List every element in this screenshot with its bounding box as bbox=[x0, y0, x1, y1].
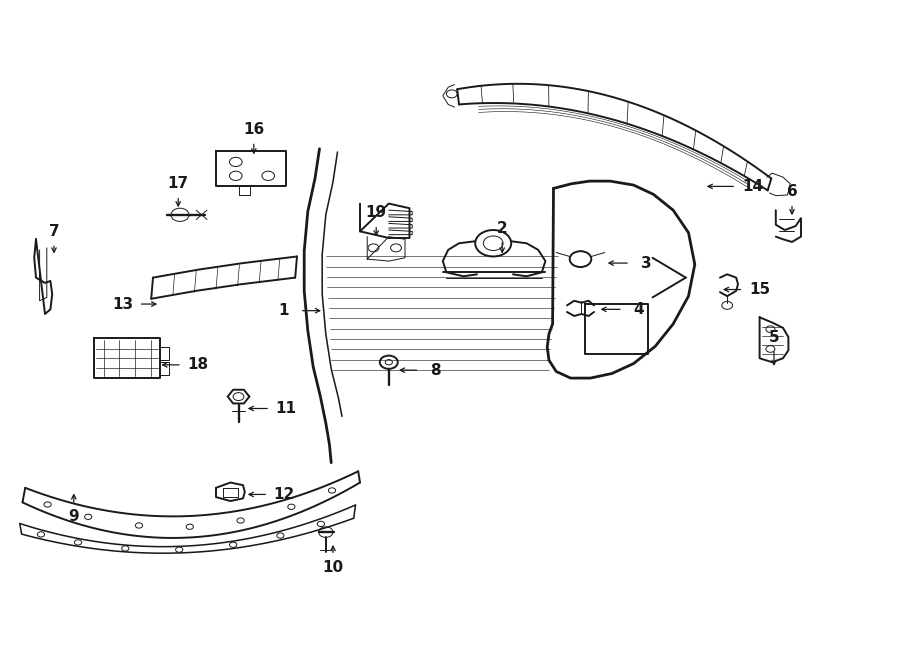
Text: 3: 3 bbox=[641, 256, 652, 270]
Text: 7: 7 bbox=[49, 224, 59, 239]
Text: 1: 1 bbox=[278, 303, 289, 318]
Text: 19: 19 bbox=[365, 206, 387, 220]
Text: 5: 5 bbox=[769, 330, 779, 344]
Text: 16: 16 bbox=[243, 122, 265, 137]
Text: 15: 15 bbox=[749, 282, 770, 297]
Text: 8: 8 bbox=[430, 363, 441, 377]
Text: 17: 17 bbox=[167, 176, 189, 191]
Text: 14: 14 bbox=[742, 179, 763, 194]
Text: 4: 4 bbox=[634, 302, 644, 317]
Text: 18: 18 bbox=[187, 358, 209, 372]
Text: 13: 13 bbox=[112, 297, 133, 311]
Text: 6: 6 bbox=[787, 184, 797, 199]
Text: 10: 10 bbox=[322, 560, 344, 574]
Text: 11: 11 bbox=[275, 401, 297, 416]
Text: 12: 12 bbox=[274, 487, 295, 502]
Text: 2: 2 bbox=[497, 221, 508, 235]
Text: 9: 9 bbox=[68, 510, 79, 524]
